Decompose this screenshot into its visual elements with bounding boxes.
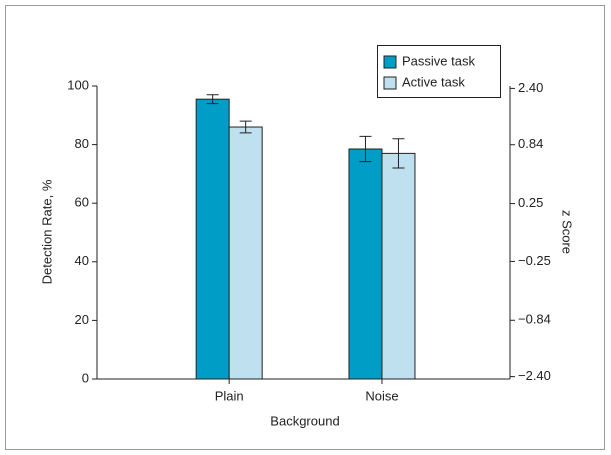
bar <box>381 152 416 380</box>
y-tick-label: 0 <box>82 370 89 385</box>
bar <box>195 98 230 380</box>
y2-tick-label: −0.84 <box>518 312 551 327</box>
x-axis-label: Background <box>270 413 339 428</box>
y2-tick-label: 0.84 <box>518 136 543 151</box>
legend-swatch <box>383 76 397 90</box>
y2-axis-label: z Score <box>560 210 575 254</box>
y-tick-label: 80 <box>75 136 89 151</box>
legend-label: Active task <box>402 74 465 89</box>
y-tick-label: 100 <box>67 77 89 92</box>
error-bar <box>392 138 405 169</box>
legend <box>377 45 501 98</box>
legend-label: Passive task <box>402 53 475 68</box>
error-bar <box>206 94 219 105</box>
x-tick-label: Noise <box>365 388 398 403</box>
y2-tick-label: 2.40 <box>518 80 543 95</box>
y-axis-label: Detection Rate, % <box>39 179 54 284</box>
y2-tick-label: −2.40 <box>518 368 551 383</box>
error-bar <box>239 120 252 134</box>
x-tick-label: Plain <box>215 388 244 403</box>
y-tick-label: 20 <box>75 312 89 327</box>
bar <box>228 126 263 380</box>
y2-tick-label: −0.25 <box>518 253 551 268</box>
y-tick-label: 60 <box>75 195 89 210</box>
error-bar <box>359 135 372 163</box>
legend-swatch <box>383 55 397 69</box>
y2-tick-label: 0.25 <box>518 195 543 210</box>
bar <box>348 148 383 380</box>
y-tick-label: 40 <box>75 253 89 268</box>
frame <box>5 5 605 450</box>
